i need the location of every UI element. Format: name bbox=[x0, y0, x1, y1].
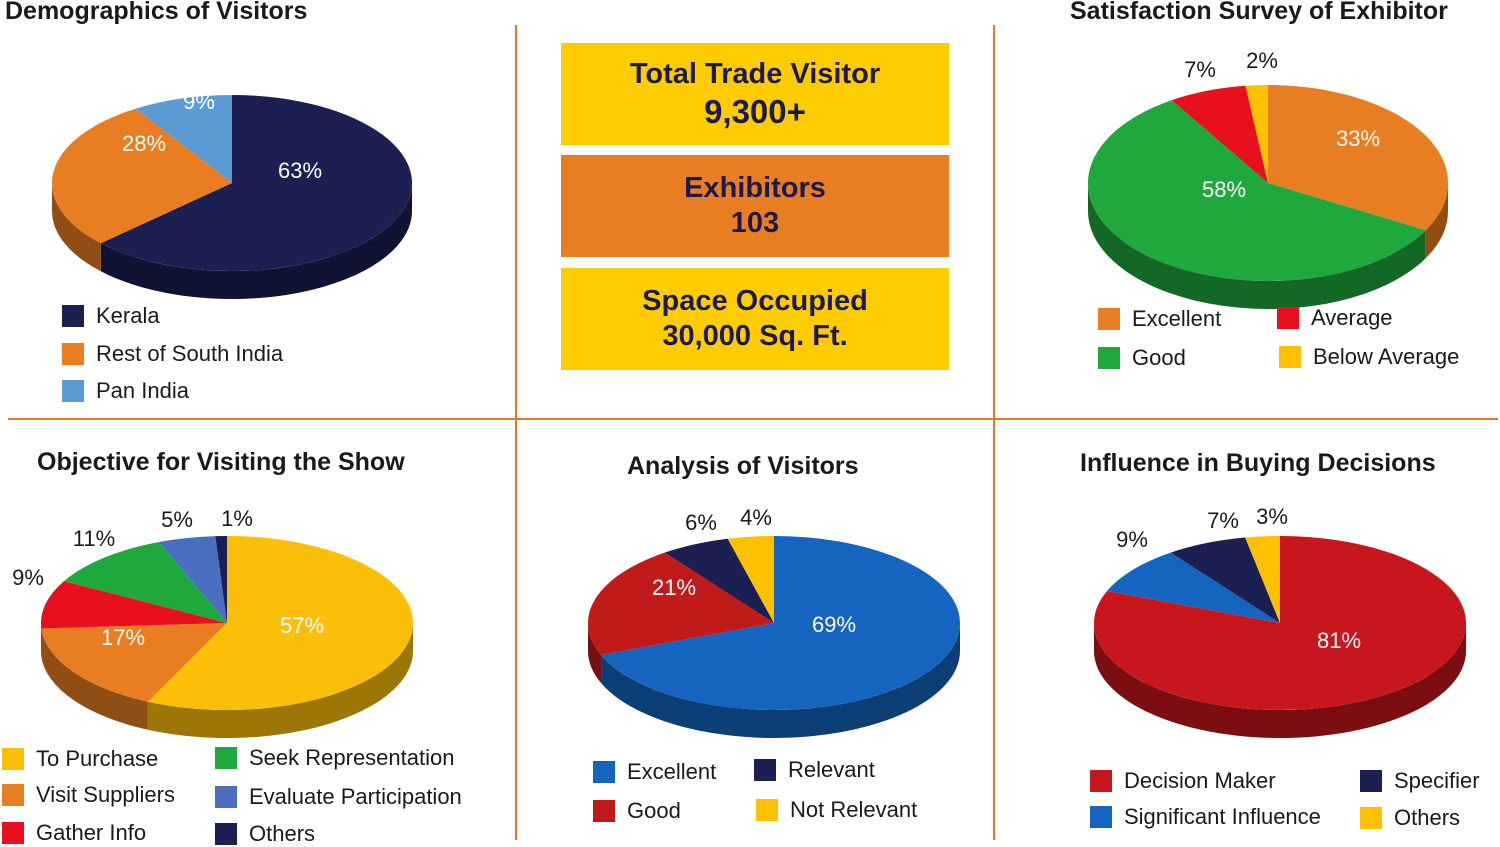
legend-item: Specifier bbox=[1360, 768, 1480, 794]
legend-label: Decision Maker bbox=[1124, 768, 1276, 794]
legend-item: Decision Maker bbox=[1090, 768, 1276, 794]
value-label-2: 7% bbox=[1207, 508, 1239, 533]
legend-swatch bbox=[1360, 770, 1382, 792]
value-label-1: 9% bbox=[1116, 527, 1148, 552]
legend-label: Specifier bbox=[1394, 768, 1480, 794]
value-label-3: 3% bbox=[1256, 504, 1288, 529]
legend-swatch bbox=[1090, 770, 1112, 792]
legend-label: Significant Influence bbox=[1124, 804, 1321, 830]
legend-item: Others bbox=[1360, 805, 1460, 831]
legend-item: Significant Influence bbox=[1090, 804, 1321, 830]
legend-label: Others bbox=[1394, 805, 1460, 831]
legend-swatch bbox=[1360, 807, 1382, 829]
legend-swatch bbox=[1090, 806, 1112, 828]
value-label-0: 81% bbox=[1317, 628, 1361, 653]
